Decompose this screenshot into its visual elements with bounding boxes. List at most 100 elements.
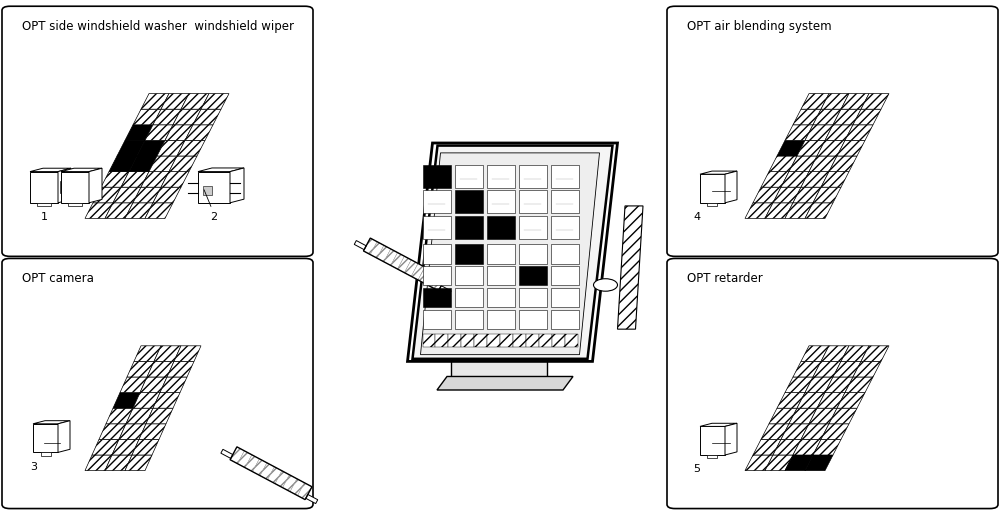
- Polygon shape: [398, 256, 411, 272]
- Polygon shape: [99, 424, 126, 439]
- Polygon shape: [518, 266, 546, 285]
- Polygon shape: [461, 334, 474, 347]
- Polygon shape: [145, 203, 173, 218]
- Polygon shape: [745, 203, 773, 218]
- Polygon shape: [805, 377, 833, 393]
- Polygon shape: [283, 475, 297, 491]
- Polygon shape: [518, 216, 546, 239]
- Polygon shape: [439, 285, 451, 295]
- Polygon shape: [474, 334, 487, 347]
- Polygon shape: [451, 359, 547, 380]
- Polygon shape: [133, 109, 161, 125]
- Polygon shape: [486, 288, 514, 307]
- Polygon shape: [801, 172, 829, 187]
- Polygon shape: [550, 244, 578, 264]
- Polygon shape: [121, 172, 149, 187]
- Polygon shape: [821, 346, 849, 361]
- Polygon shape: [813, 187, 841, 203]
- Polygon shape: [193, 109, 221, 125]
- Polygon shape: [486, 309, 514, 330]
- Polygon shape: [238, 451, 252, 467]
- Polygon shape: [127, 361, 154, 377]
- Polygon shape: [125, 125, 153, 140]
- FancyBboxPatch shape: [2, 6, 313, 256]
- Polygon shape: [230, 447, 244, 464]
- Polygon shape: [500, 334, 513, 347]
- Polygon shape: [837, 140, 865, 156]
- Polygon shape: [765, 455, 793, 471]
- Polygon shape: [140, 377, 167, 393]
- Polygon shape: [825, 377, 853, 393]
- Polygon shape: [173, 109, 201, 125]
- Polygon shape: [781, 172, 809, 187]
- Polygon shape: [518, 244, 546, 264]
- Polygon shape: [769, 156, 797, 172]
- Polygon shape: [809, 156, 837, 172]
- Polygon shape: [33, 421, 70, 424]
- Polygon shape: [149, 156, 177, 172]
- Polygon shape: [781, 424, 809, 439]
- Polygon shape: [132, 439, 159, 455]
- Text: OPT retarder: OPT retarder: [687, 272, 763, 285]
- Polygon shape: [268, 467, 282, 484]
- Polygon shape: [845, 125, 873, 140]
- Polygon shape: [518, 288, 546, 307]
- Polygon shape: [725, 171, 737, 203]
- Polygon shape: [153, 109, 181, 125]
- Polygon shape: [813, 109, 841, 125]
- Circle shape: [593, 279, 617, 291]
- Polygon shape: [93, 187, 121, 203]
- Polygon shape: [141, 172, 169, 187]
- Polygon shape: [837, 393, 865, 408]
- Polygon shape: [418, 267, 432, 283]
- Bar: [707, 455, 717, 459]
- Polygon shape: [454, 244, 483, 264]
- Polygon shape: [126, 408, 153, 424]
- Polygon shape: [363, 238, 377, 255]
- Polygon shape: [617, 206, 643, 329]
- Text: 2: 2: [210, 212, 218, 222]
- Polygon shape: [146, 408, 173, 424]
- Polygon shape: [448, 334, 461, 347]
- Polygon shape: [201, 94, 229, 109]
- Polygon shape: [486, 216, 514, 239]
- Polygon shape: [565, 334, 578, 347]
- Polygon shape: [167, 361, 194, 377]
- Text: 1: 1: [40, 212, 48, 222]
- Polygon shape: [518, 309, 546, 330]
- Polygon shape: [221, 449, 233, 459]
- Polygon shape: [134, 346, 161, 361]
- Polygon shape: [370, 242, 384, 258]
- Polygon shape: [354, 241, 366, 250]
- Bar: [707, 203, 717, 206]
- Polygon shape: [518, 165, 546, 188]
- Polygon shape: [454, 309, 483, 330]
- Text: OPT side windshield washer  windshield wiper: OPT side windshield washer windshield wi…: [22, 20, 294, 33]
- Polygon shape: [377, 245, 391, 262]
- Polygon shape: [817, 140, 845, 156]
- Polygon shape: [454, 165, 483, 188]
- Text: OPT camera: OPT camera: [22, 272, 94, 285]
- Polygon shape: [147, 361, 174, 377]
- Bar: [40, 452, 50, 456]
- Polygon shape: [841, 94, 869, 109]
- Polygon shape: [253, 459, 267, 476]
- Polygon shape: [861, 94, 889, 109]
- Polygon shape: [552, 334, 565, 347]
- Polygon shape: [513, 334, 526, 347]
- Polygon shape: [154, 346, 181, 361]
- Polygon shape: [550, 190, 578, 214]
- Polygon shape: [753, 187, 781, 203]
- Polygon shape: [125, 203, 153, 218]
- Polygon shape: [801, 94, 829, 109]
- Polygon shape: [700, 171, 737, 174]
- Polygon shape: [793, 439, 821, 455]
- Polygon shape: [117, 140, 145, 156]
- Polygon shape: [700, 174, 725, 203]
- Polygon shape: [129, 156, 157, 172]
- Polygon shape: [550, 309, 578, 330]
- Polygon shape: [801, 424, 829, 439]
- Polygon shape: [174, 346, 201, 361]
- Polygon shape: [793, 109, 821, 125]
- FancyBboxPatch shape: [667, 258, 998, 509]
